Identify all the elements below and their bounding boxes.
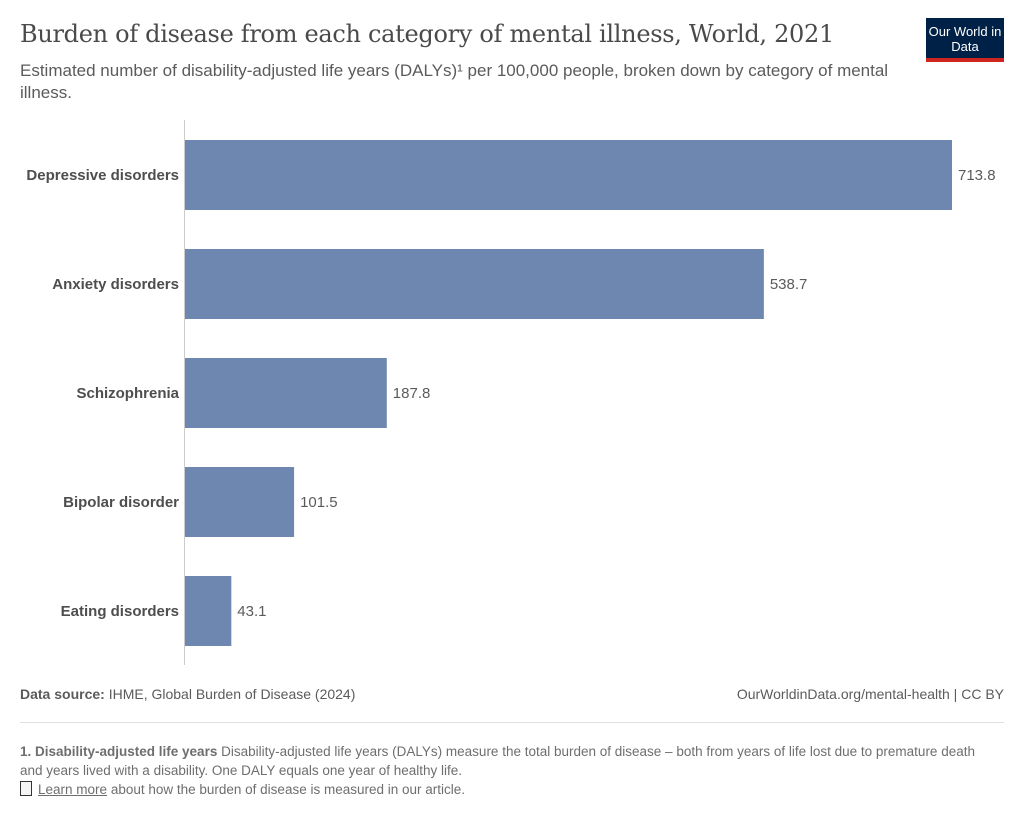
owid-logo[interactable]: Our World in Data <box>926 18 1004 62</box>
category-label: Schizophrenia <box>76 385 179 402</box>
document-icon <box>20 781 32 796</box>
chart-subtitle: Estimated number of disability-adjusted … <box>20 61 889 102</box>
data-label: 43.1 <box>237 603 266 620</box>
data-label: 187.8 <box>393 385 431 402</box>
category-label: Bipolar disorder <box>63 494 179 511</box>
bar[interactable] <box>185 467 295 537</box>
data-label: 538.7 <box>770 276 808 293</box>
category-label: Depressive disorders <box>26 167 179 184</box>
data-label: 101.5 <box>300 494 338 511</box>
bar-chart: Depressive disorders 713.8 Anxiety disorde… <box>26 120 996 665</box>
divider <box>20 722 1004 723</box>
bar[interactable] <box>185 358 387 428</box>
data-source: Data source: IHME, Global Burden of Dise… <box>20 686 356 702</box>
category-label: Anxiety disorders <box>52 276 179 293</box>
footnote: 1. Disability-adjusted life years Disabi… <box>20 744 975 797</box>
bar[interactable] <box>185 140 952 210</box>
bar[interactable] <box>185 576 232 646</box>
source-url[interactable]: OurWorldinData.org/mental-health | CC BY <box>736 686 1004 702</box>
category-label: Eating disorders <box>61 603 179 620</box>
chart-title: Burden of disease from each category of … <box>20 20 834 48</box>
data-label: 713.8 <box>958 167 996 184</box>
bar[interactable] <box>185 249 764 319</box>
learn-more-link[interactable]: Learn more <box>38 782 108 797</box>
